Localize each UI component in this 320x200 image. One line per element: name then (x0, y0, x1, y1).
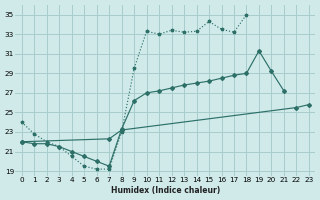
X-axis label: Humidex (Indice chaleur): Humidex (Indice chaleur) (111, 186, 220, 195)
